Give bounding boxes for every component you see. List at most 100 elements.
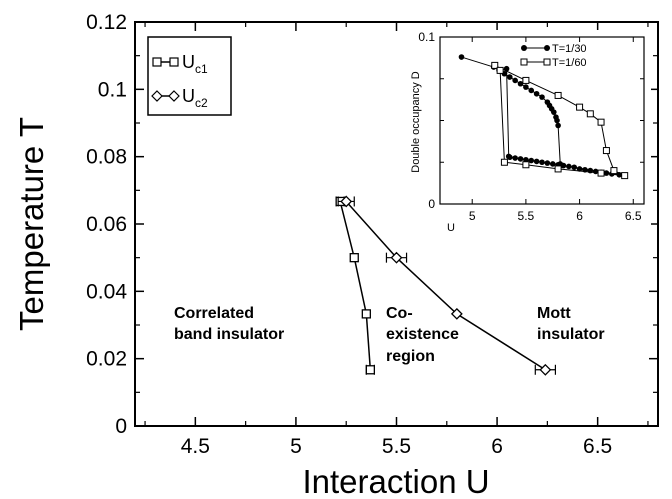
inset-x-tick-label: 5 [469,209,476,223]
legend-box [147,36,232,116]
y-tick-label: 0.1 [98,78,127,101]
inset-t60-point [602,147,610,155]
inset-legend-t60-marker-right [543,58,551,66]
y-tick-label: 0.04 [86,280,127,303]
inset-t60-point [554,91,562,99]
inset-y-axis-label: Double occupancy D [410,71,422,173]
legend-uc2-diamond-marker-right [168,90,180,102]
inset-t60-point [576,103,584,111]
inset-t30-point [528,157,535,164]
inset-t60-point [610,167,618,175]
main-legend: Uc1 Uc2 [147,36,232,116]
inset-t30-point [539,94,545,100]
inset-series-line [494,64,625,177]
main-series [335,195,557,376]
inset-t30-point [603,170,610,176]
inset-t30-point [523,84,529,90]
inset-t30-point [506,74,513,80]
uc2-diamond-marker [340,195,353,208]
inset-x-axis-label: U [447,222,455,234]
x-tick-label: 6 [491,435,503,458]
inset-legend-t30-label: T=1/30 [552,43,587,55]
x-tick-label: 5 [290,435,302,458]
inset-legend-t30-marker-right [544,45,550,51]
uc1-square-marker [361,309,371,319]
region-band-insulator-line-1: Correlated [174,305,254,322]
y-axis-label: Temperature T [13,117,50,331]
inset-t30-point [517,156,524,162]
inset-t30-point [517,80,524,87]
uc2-diamond-marker [539,363,552,376]
inset-t30-point [539,159,545,166]
inset-t30-point [533,158,540,165]
legend-uc1-square-marker-right [169,57,179,67]
inset-t60-point [491,61,499,69]
inset-t30-point [555,122,561,129]
region-band-insulator-line-2: band insulator [174,326,284,343]
region-annotations: Correlated band insulator Co- existence … [174,305,605,365]
inset-background [405,30,651,238]
inset-legend: T=1/30 T=1/60 [520,43,587,69]
inset-t30-point [533,90,540,97]
inset-x-tick-label: 6 [576,209,583,223]
inset-legend-t60-marker-left [520,58,528,66]
inset-t60-point [554,165,562,173]
y-tick-label: 0.06 [86,213,127,236]
inset-t60-point [597,169,605,177]
region-coexistence-line-3: region [386,348,435,365]
x-tick-label: 4.5 [181,435,210,458]
inset-t30-point [505,153,512,160]
region-coexistence-line-1: Co- [386,305,413,322]
uc1-square-marker [365,365,376,375]
inset-t30-point [554,117,560,124]
inset-t30-point [523,156,529,163]
legend-uc1-label: Uc1 [182,52,208,76]
x-tick-label: 6.5 [583,435,612,458]
inset-chart: Double occupancy D U 5 5.5 6 6.5 0 0.1 T=1/30… [405,30,651,238]
uc2-diamond-marker [450,307,463,320]
x-tick-label: 5.5 [382,435,411,458]
y-tick-label: 0.02 [86,348,127,371]
inset-legend-t30-marker-left [521,45,527,51]
inset-t30-point [544,160,551,166]
inset-x-tick-label: 5.5 [518,209,535,223]
inset-axis-ticks: 5 5.5 6 6.5 0 0.1 [418,30,644,223]
inset-t30-point [458,54,465,60]
x-axis-label: Interaction U [302,463,489,499]
inset-t60-point [597,118,605,126]
series-uc2-line [345,200,546,371]
series-uc1-line [339,201,372,370]
inset-t30-point [560,162,567,169]
inset-t60-point [522,76,530,84]
main-axis-ticks: 4.5 5 5.5 6 6.5 0 0.02 0.04 0.06 0.08 0.1 0.12 [86,11,658,458]
inset-legend-t60-label: T=1/60 [552,57,587,69]
inset-y-tick-label: 0.1 [418,30,435,44]
inset-t30-point [551,109,557,115]
inset-t30-point [571,164,578,171]
inset-y-tick-label: 0 [428,197,435,211]
legend-uc2-label: Uc2 [182,86,208,110]
inset-t60-point [496,66,504,74]
inset-t60-point [586,110,594,118]
inset-t30-point [576,166,583,172]
inset-t60-point [500,158,508,166]
inset-t60-point [522,161,530,169]
y-tick-label: 0 [115,415,127,438]
region-mott-line-1: Mott [537,305,571,322]
inset-t30-point [549,161,556,167]
uc2-diamond-marker [390,251,403,264]
inset-x-tick-label: 6.5 [625,209,642,223]
y-tick-label: 0.08 [86,146,127,169]
legend-uc1-square-marker [152,57,162,67]
inset-series [458,54,629,180]
legend-uc2-diamond-marker [151,90,163,102]
y-tick-label: 0.12 [86,11,127,34]
region-mott-line-2: insulator [537,326,605,343]
inset-t60-point [621,172,629,180]
inset-t30-point [528,87,535,94]
inset-t30-point [512,155,518,161]
inset-t30-point [512,77,518,84]
inset-t30-point [566,163,572,170]
uc1-square-marker [349,253,359,263]
